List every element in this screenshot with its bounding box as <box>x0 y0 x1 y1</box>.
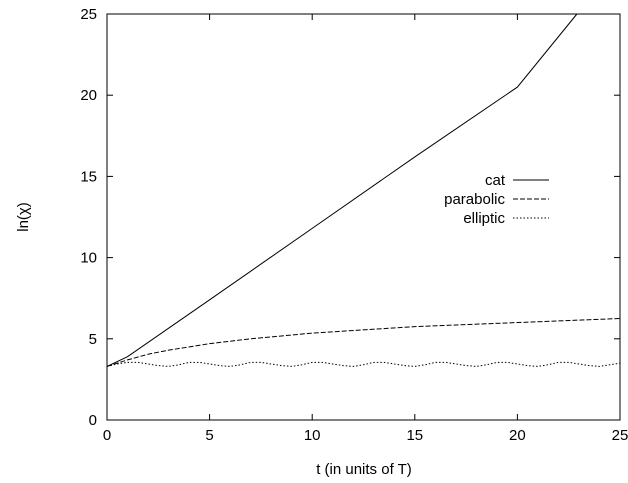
axis-ticks: 0 5 10 15 20 25 0 5 10 15 20 25 <box>80 6 628 444</box>
series-line-elliptic <box>106 361 621 367</box>
y-tick-label: 15 <box>80 168 97 185</box>
x-axis-label: t (in units of T) <box>316 461 412 478</box>
x-tick-label: 10 <box>304 427 321 444</box>
legend-label-elliptic: elliptic <box>463 210 505 227</box>
y-tick-label: 25 <box>80 6 97 23</box>
y-tick-label: 0 <box>89 412 97 429</box>
y-tick-label: 5 <box>89 331 97 348</box>
y-tick-label: 10 <box>80 250 97 267</box>
series-line-parabolic <box>106 318 621 367</box>
plot-frame <box>106 13 621 421</box>
legend-label-cat: cat <box>485 172 506 189</box>
x-tick-label: 15 <box>406 427 423 444</box>
x-tick-label: 5 <box>205 427 213 444</box>
series-line-cat <box>106 13 578 367</box>
legend-label-parabolic: parabolic <box>444 191 505 208</box>
y-axis-label: ln(χ) <box>15 202 32 232</box>
x-tick-label: 20 <box>509 427 526 444</box>
series-group <box>106 13 621 367</box>
x-tick-label: 0 <box>103 427 111 444</box>
legend: cat parabolic elliptic <box>444 172 549 227</box>
x-tick-label: 25 <box>612 427 628 444</box>
y-tick-label: 20 <box>80 87 97 104</box>
